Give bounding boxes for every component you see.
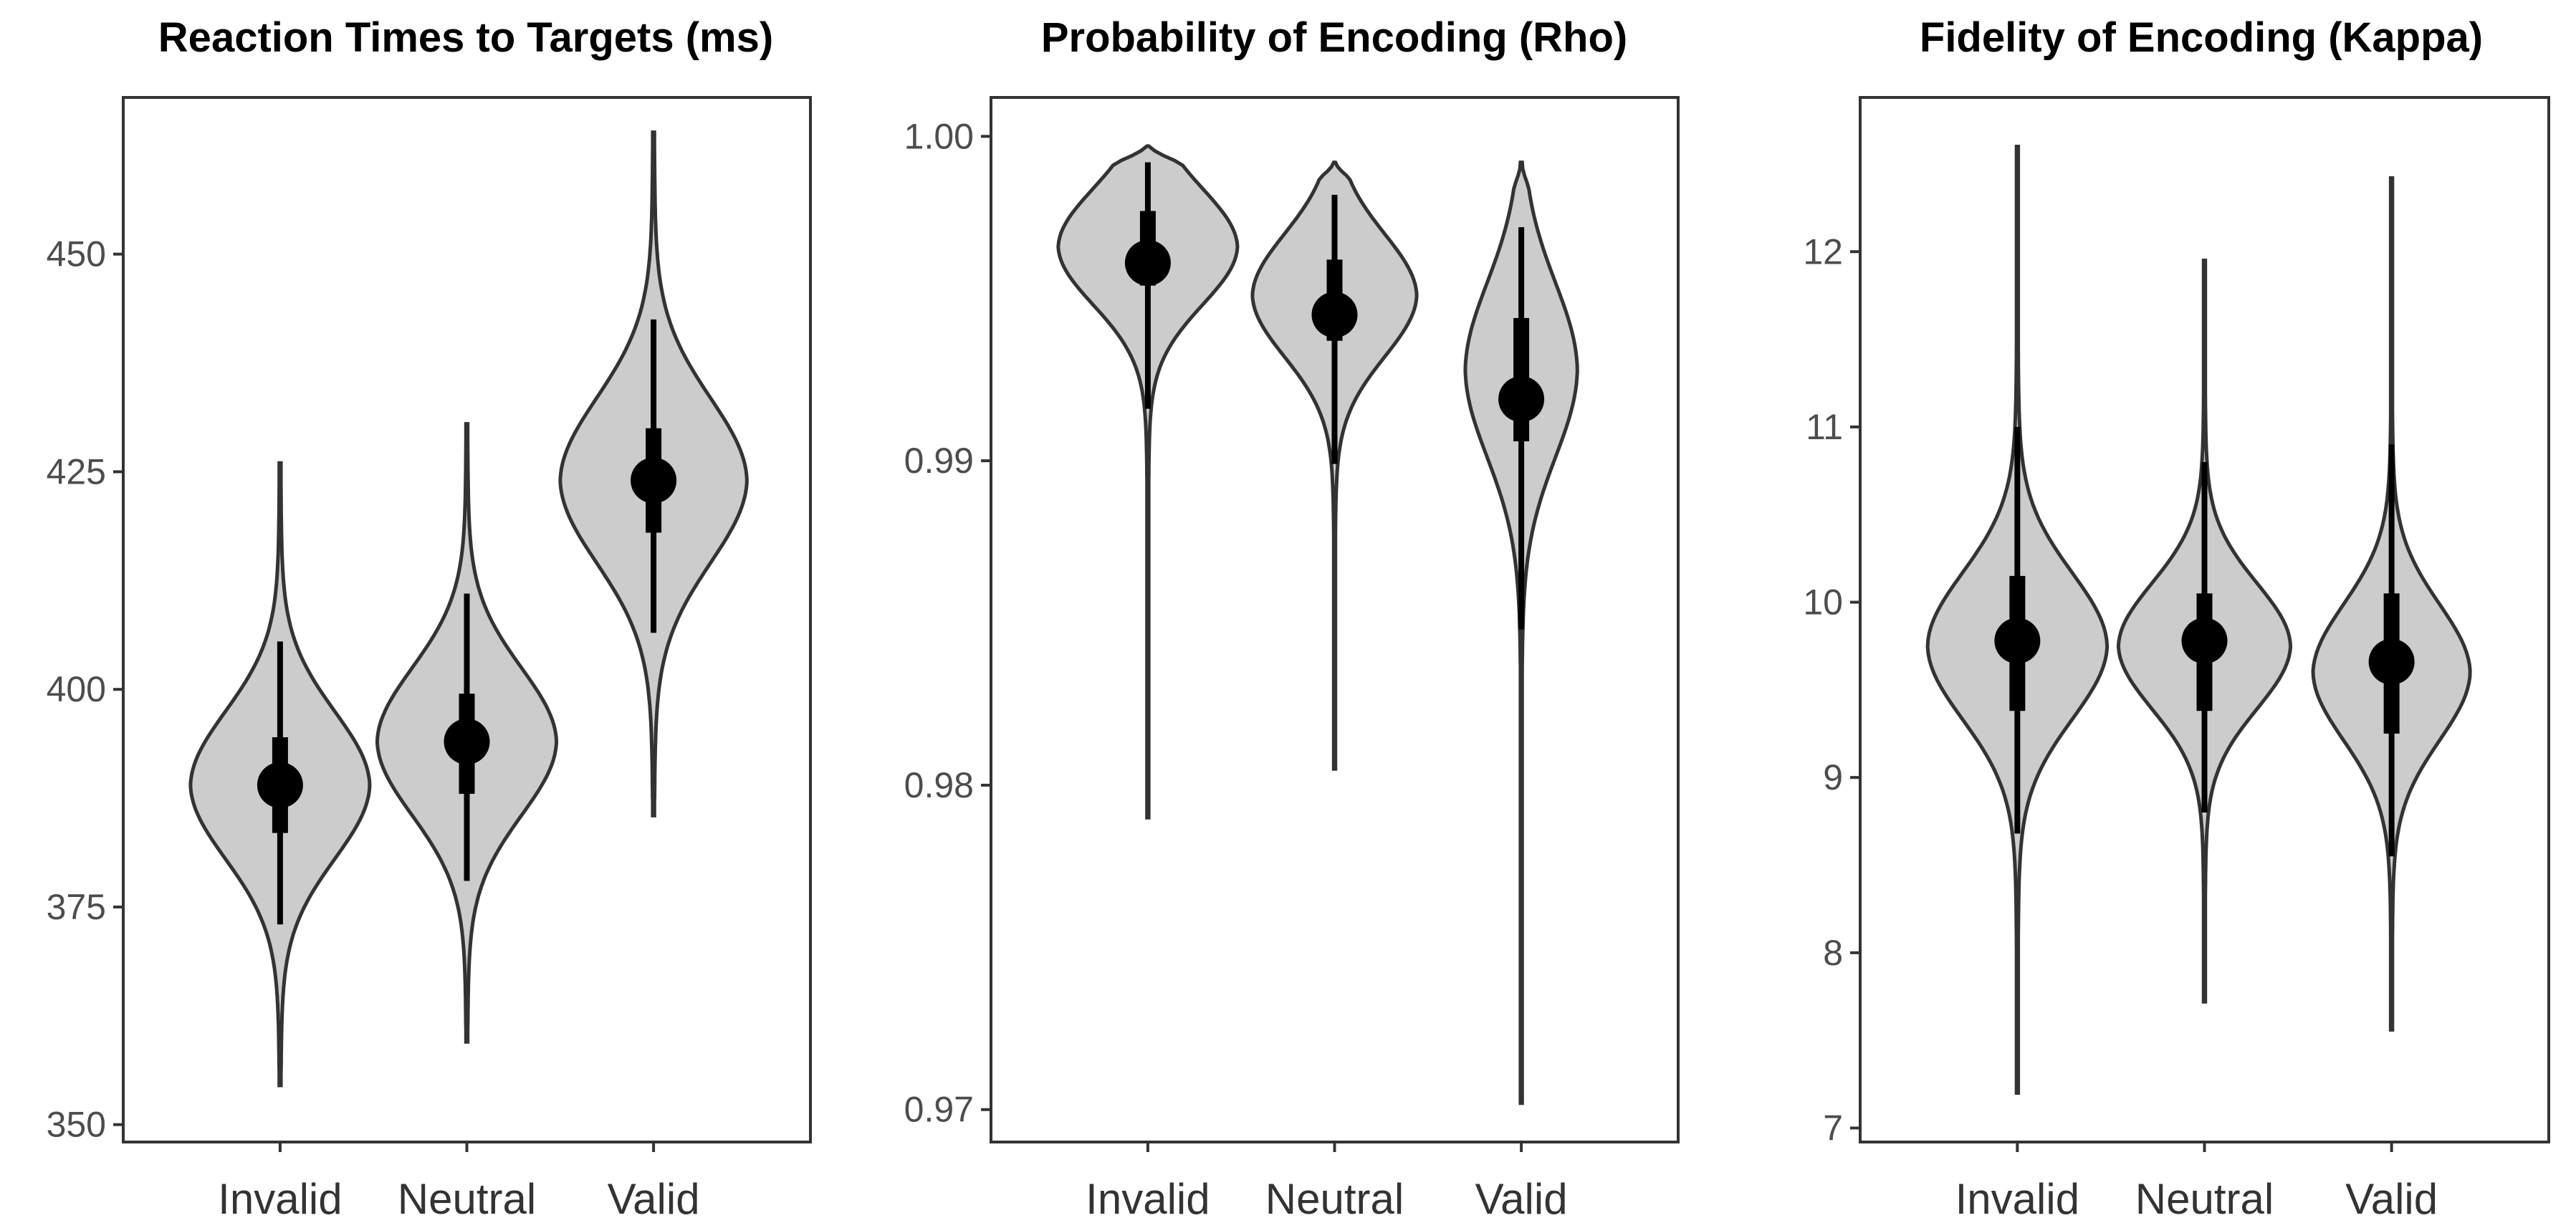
violin-invalid (1056, 144, 1240, 820)
violin-body (1463, 160, 1579, 1105)
x-category-label: Invalid (1955, 1175, 2079, 1223)
median-point (2181, 618, 2228, 664)
y-tick-label: 400 (47, 669, 106, 709)
median-point (631, 457, 677, 504)
y-tick-label: 10 (1803, 582, 1843, 623)
y-tick-label: 12 (1803, 231, 1843, 272)
x-category-label: Neutral (1265, 1175, 1404, 1223)
y-tick-label: 1.00 (904, 116, 974, 156)
violin-invalid (188, 461, 372, 1088)
median-point (1498, 376, 1545, 423)
panel-title: Fidelity of Encoding (Kappa) (1920, 14, 2483, 61)
x-category-label: Invalid (218, 1175, 342, 1223)
panel-rho: Probability of Encoding (Rho) 0.97 0.98 0.… (904, 14, 1680, 1223)
y-tick-label: 7 (1823, 1108, 1843, 1148)
panel-title: Reaction Times to Targets (ms) (158, 14, 773, 61)
violin-neutral (1250, 160, 1419, 771)
median-point (1994, 618, 2041, 664)
x-category-label: Valid (608, 1175, 700, 1223)
y-tick-label: 0.98 (904, 765, 974, 805)
violin-valid (2311, 176, 2472, 1032)
y-tick-label: 11 (1806, 407, 1843, 447)
y-tick-label: 350 (47, 1105, 106, 1145)
y-tick-label: 8 (1823, 933, 1843, 973)
violin-body (1250, 160, 1419, 771)
panel-title: Probability of Encoding (Rho) (1041, 14, 1627, 61)
x-category-label: Invalid (1086, 1175, 1210, 1223)
y-tick-label: 425 (47, 451, 106, 491)
panel-reaction-times: Reaction Times to Targets (ms) 350 375 400… (47, 14, 812, 1223)
violin-valid (1463, 160, 1579, 1105)
x-category-label: Valid (2345, 1175, 2438, 1223)
y-tick-label: 0.99 (904, 441, 974, 481)
y-tick-label: 9 (1823, 757, 1843, 797)
x-category-label: Neutral (2135, 1175, 2274, 1223)
y-tick-label: 450 (47, 234, 106, 274)
y-tick-label: 375 (47, 887, 106, 927)
y-tick-label: 0.97 (904, 1090, 974, 1130)
x-category-label: Neutral (398, 1175, 536, 1223)
panel-kappa: Fidelity of Encoding (Kappa) 7 8 9 10 11 12 In… (1803, 14, 2550, 1223)
median-point (257, 762, 303, 808)
median-point (444, 719, 490, 765)
violin-neutral (375, 422, 559, 1044)
violin-invalid (1925, 145, 2110, 1095)
median-point (2368, 638, 2415, 685)
x-category-label: Valid (1475, 1175, 1568, 1223)
violin-valid (558, 130, 749, 817)
median-point (1124, 239, 1171, 286)
violin-neutral (2116, 259, 2293, 1004)
violin-body (1056, 144, 1240, 820)
median-point (1311, 292, 1358, 338)
